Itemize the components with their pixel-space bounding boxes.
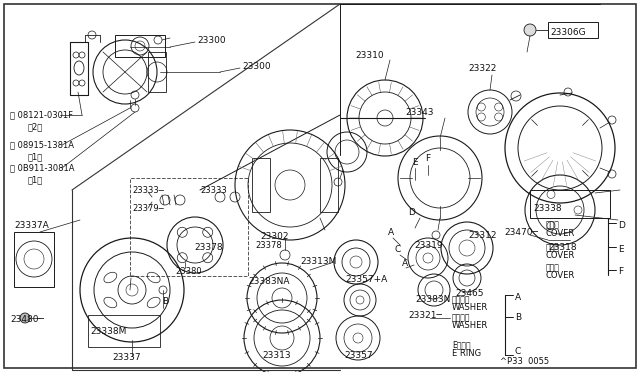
Bar xyxy=(88,315,160,347)
Text: 23310: 23310 xyxy=(355,51,383,60)
Text: カバー: カバー xyxy=(546,221,560,230)
Bar xyxy=(148,52,166,92)
Text: 23313M: 23313M xyxy=(300,257,337,266)
Text: COVER: COVER xyxy=(546,228,575,237)
Text: カバー: カバー xyxy=(546,244,560,253)
Text: 23319: 23319 xyxy=(414,241,443,250)
Bar xyxy=(130,178,248,276)
Text: 23470─: 23470─ xyxy=(504,228,538,237)
Text: 23338M: 23338M xyxy=(90,327,126,337)
Circle shape xyxy=(20,313,30,323)
Text: （1）: （1） xyxy=(28,153,44,161)
Text: Ⓥ 08915-1381A: Ⓥ 08915-1381A xyxy=(10,141,74,150)
Text: （1）: （1） xyxy=(28,176,44,185)
Text: Ⓘ 0B911-3081A: Ⓘ 0B911-3081A xyxy=(10,164,74,173)
Text: B: B xyxy=(515,314,521,323)
Text: ワッシャ: ワッシャ xyxy=(452,314,470,323)
Text: D: D xyxy=(618,221,625,230)
Text: 23322: 23322 xyxy=(468,64,497,73)
Text: 23383N: 23383N xyxy=(415,295,451,305)
Text: 23465: 23465 xyxy=(455,289,483,298)
Text: 23321─: 23321─ xyxy=(408,311,442,320)
Text: 23302: 23302 xyxy=(260,231,289,241)
Text: E RING: E RING xyxy=(452,349,481,357)
Bar xyxy=(14,232,54,287)
Text: （2）: （2） xyxy=(28,122,44,131)
Bar xyxy=(548,22,598,38)
Text: 23383NA: 23383NA xyxy=(248,278,289,286)
Text: B: B xyxy=(162,298,168,307)
Text: 23300: 23300 xyxy=(197,35,226,45)
Text: 23480─: 23480─ xyxy=(10,315,44,324)
Bar xyxy=(530,190,610,218)
Text: A: A xyxy=(515,292,521,301)
Circle shape xyxy=(524,24,536,36)
Text: E: E xyxy=(618,246,623,254)
Text: カバー: カバー xyxy=(546,263,560,273)
Text: 23338: 23338 xyxy=(533,203,562,212)
Text: Eリング: Eリング xyxy=(452,340,470,350)
Bar xyxy=(252,158,270,212)
Text: C: C xyxy=(515,347,521,356)
Text: 23343: 23343 xyxy=(405,108,433,116)
Text: COVER: COVER xyxy=(546,272,575,280)
Text: 23337A: 23337A xyxy=(14,221,49,230)
Text: C: C xyxy=(395,246,401,254)
Text: 23306G: 23306G xyxy=(550,28,586,36)
Text: E: E xyxy=(412,157,418,167)
Text: 23333─: 23333─ xyxy=(132,186,164,195)
Text: ワッシャ: ワッシャ xyxy=(452,295,470,305)
Text: COVER: COVER xyxy=(546,251,575,260)
Text: 23378: 23378 xyxy=(255,241,282,250)
Bar xyxy=(115,35,165,57)
Text: A: A xyxy=(402,260,408,269)
Text: F: F xyxy=(425,154,430,163)
Text: WASHER: WASHER xyxy=(452,321,488,330)
Text: ^P33  0055: ^P33 0055 xyxy=(500,357,549,366)
Bar xyxy=(320,158,338,212)
Text: Ⓑ 08121-0301F: Ⓑ 08121-0301F xyxy=(10,110,73,119)
Text: 23318: 23318 xyxy=(548,244,577,253)
Text: 23312: 23312 xyxy=(468,231,497,240)
Text: D: D xyxy=(408,208,415,217)
Text: F: F xyxy=(618,267,623,276)
Text: 23357+A: 23357+A xyxy=(345,276,387,285)
Text: 23378: 23378 xyxy=(194,244,223,253)
Text: 23313: 23313 xyxy=(262,350,291,359)
Text: 23379─: 23379─ xyxy=(132,203,164,212)
Text: WASHER: WASHER xyxy=(452,304,488,312)
Text: 23300: 23300 xyxy=(242,61,271,71)
Text: 23337: 23337 xyxy=(112,353,141,362)
Text: 23357: 23357 xyxy=(344,350,372,359)
Text: 23380: 23380 xyxy=(175,267,202,276)
Text: A: A xyxy=(388,228,394,237)
Text: 23333: 23333 xyxy=(200,186,227,195)
